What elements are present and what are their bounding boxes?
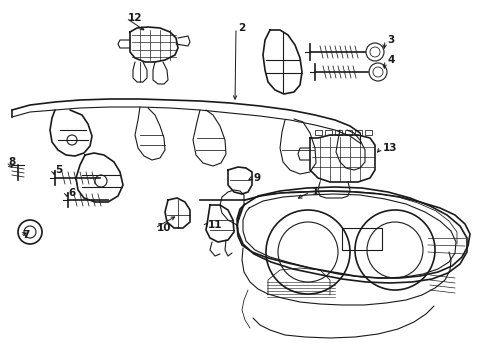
Text: 11: 11 (207, 220, 222, 230)
Text: 1: 1 (311, 187, 319, 197)
Bar (345, 130, 351, 135)
Bar (314, 130, 321, 135)
Text: 12: 12 (128, 13, 142, 23)
Bar (341, 228, 381, 250)
Text: 2: 2 (238, 23, 245, 33)
Text: 9: 9 (253, 173, 261, 183)
Text: 4: 4 (386, 55, 393, 65)
Bar (325, 130, 331, 135)
Text: 3: 3 (386, 35, 393, 45)
Text: 13: 13 (382, 143, 397, 153)
Text: 10: 10 (157, 223, 171, 233)
Text: 6: 6 (68, 188, 75, 198)
Text: 7: 7 (22, 230, 29, 240)
Text: 5: 5 (55, 165, 62, 175)
Bar (354, 130, 361, 135)
Bar (364, 130, 371, 135)
Text: 8: 8 (8, 157, 15, 167)
Bar (334, 130, 341, 135)
